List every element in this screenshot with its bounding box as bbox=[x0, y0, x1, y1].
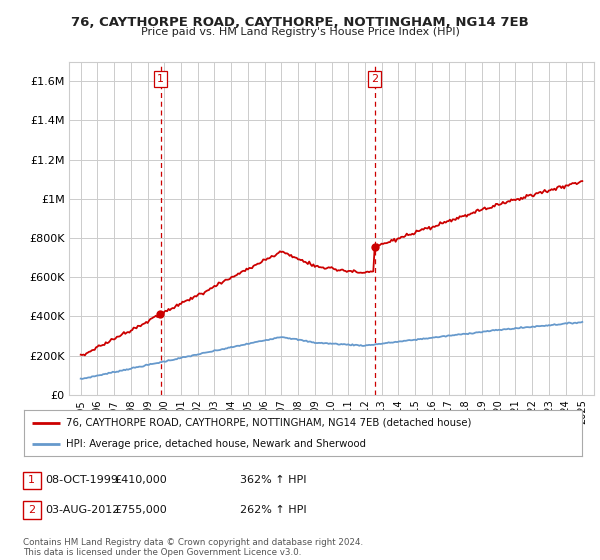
Text: 2: 2 bbox=[371, 74, 379, 84]
Text: Price paid vs. HM Land Registry's House Price Index (HPI): Price paid vs. HM Land Registry's House … bbox=[140, 27, 460, 37]
Text: 2: 2 bbox=[28, 505, 35, 515]
Text: 1: 1 bbox=[157, 74, 164, 84]
Text: 362% ↑ HPI: 362% ↑ HPI bbox=[240, 475, 307, 486]
Text: 03-AUG-2012: 03-AUG-2012 bbox=[45, 505, 119, 515]
Text: £410,000: £410,000 bbox=[114, 475, 167, 486]
Text: 262% ↑ HPI: 262% ↑ HPI bbox=[240, 505, 307, 515]
Text: HPI: Average price, detached house, Newark and Sherwood: HPI: Average price, detached house, Newa… bbox=[66, 439, 366, 449]
Text: 1: 1 bbox=[28, 475, 35, 486]
Text: 76, CAYTHORPE ROAD, CAYTHORPE, NOTTINGHAM, NG14 7EB (detached house): 76, CAYTHORPE ROAD, CAYTHORPE, NOTTINGHA… bbox=[66, 418, 472, 428]
Text: Contains HM Land Registry data © Crown copyright and database right 2024.
This d: Contains HM Land Registry data © Crown c… bbox=[23, 538, 363, 557]
Text: 08-OCT-1999: 08-OCT-1999 bbox=[45, 475, 118, 486]
Text: £755,000: £755,000 bbox=[114, 505, 167, 515]
Text: 76, CAYTHORPE ROAD, CAYTHORPE, NOTTINGHAM, NG14 7EB: 76, CAYTHORPE ROAD, CAYTHORPE, NOTTINGHA… bbox=[71, 16, 529, 29]
